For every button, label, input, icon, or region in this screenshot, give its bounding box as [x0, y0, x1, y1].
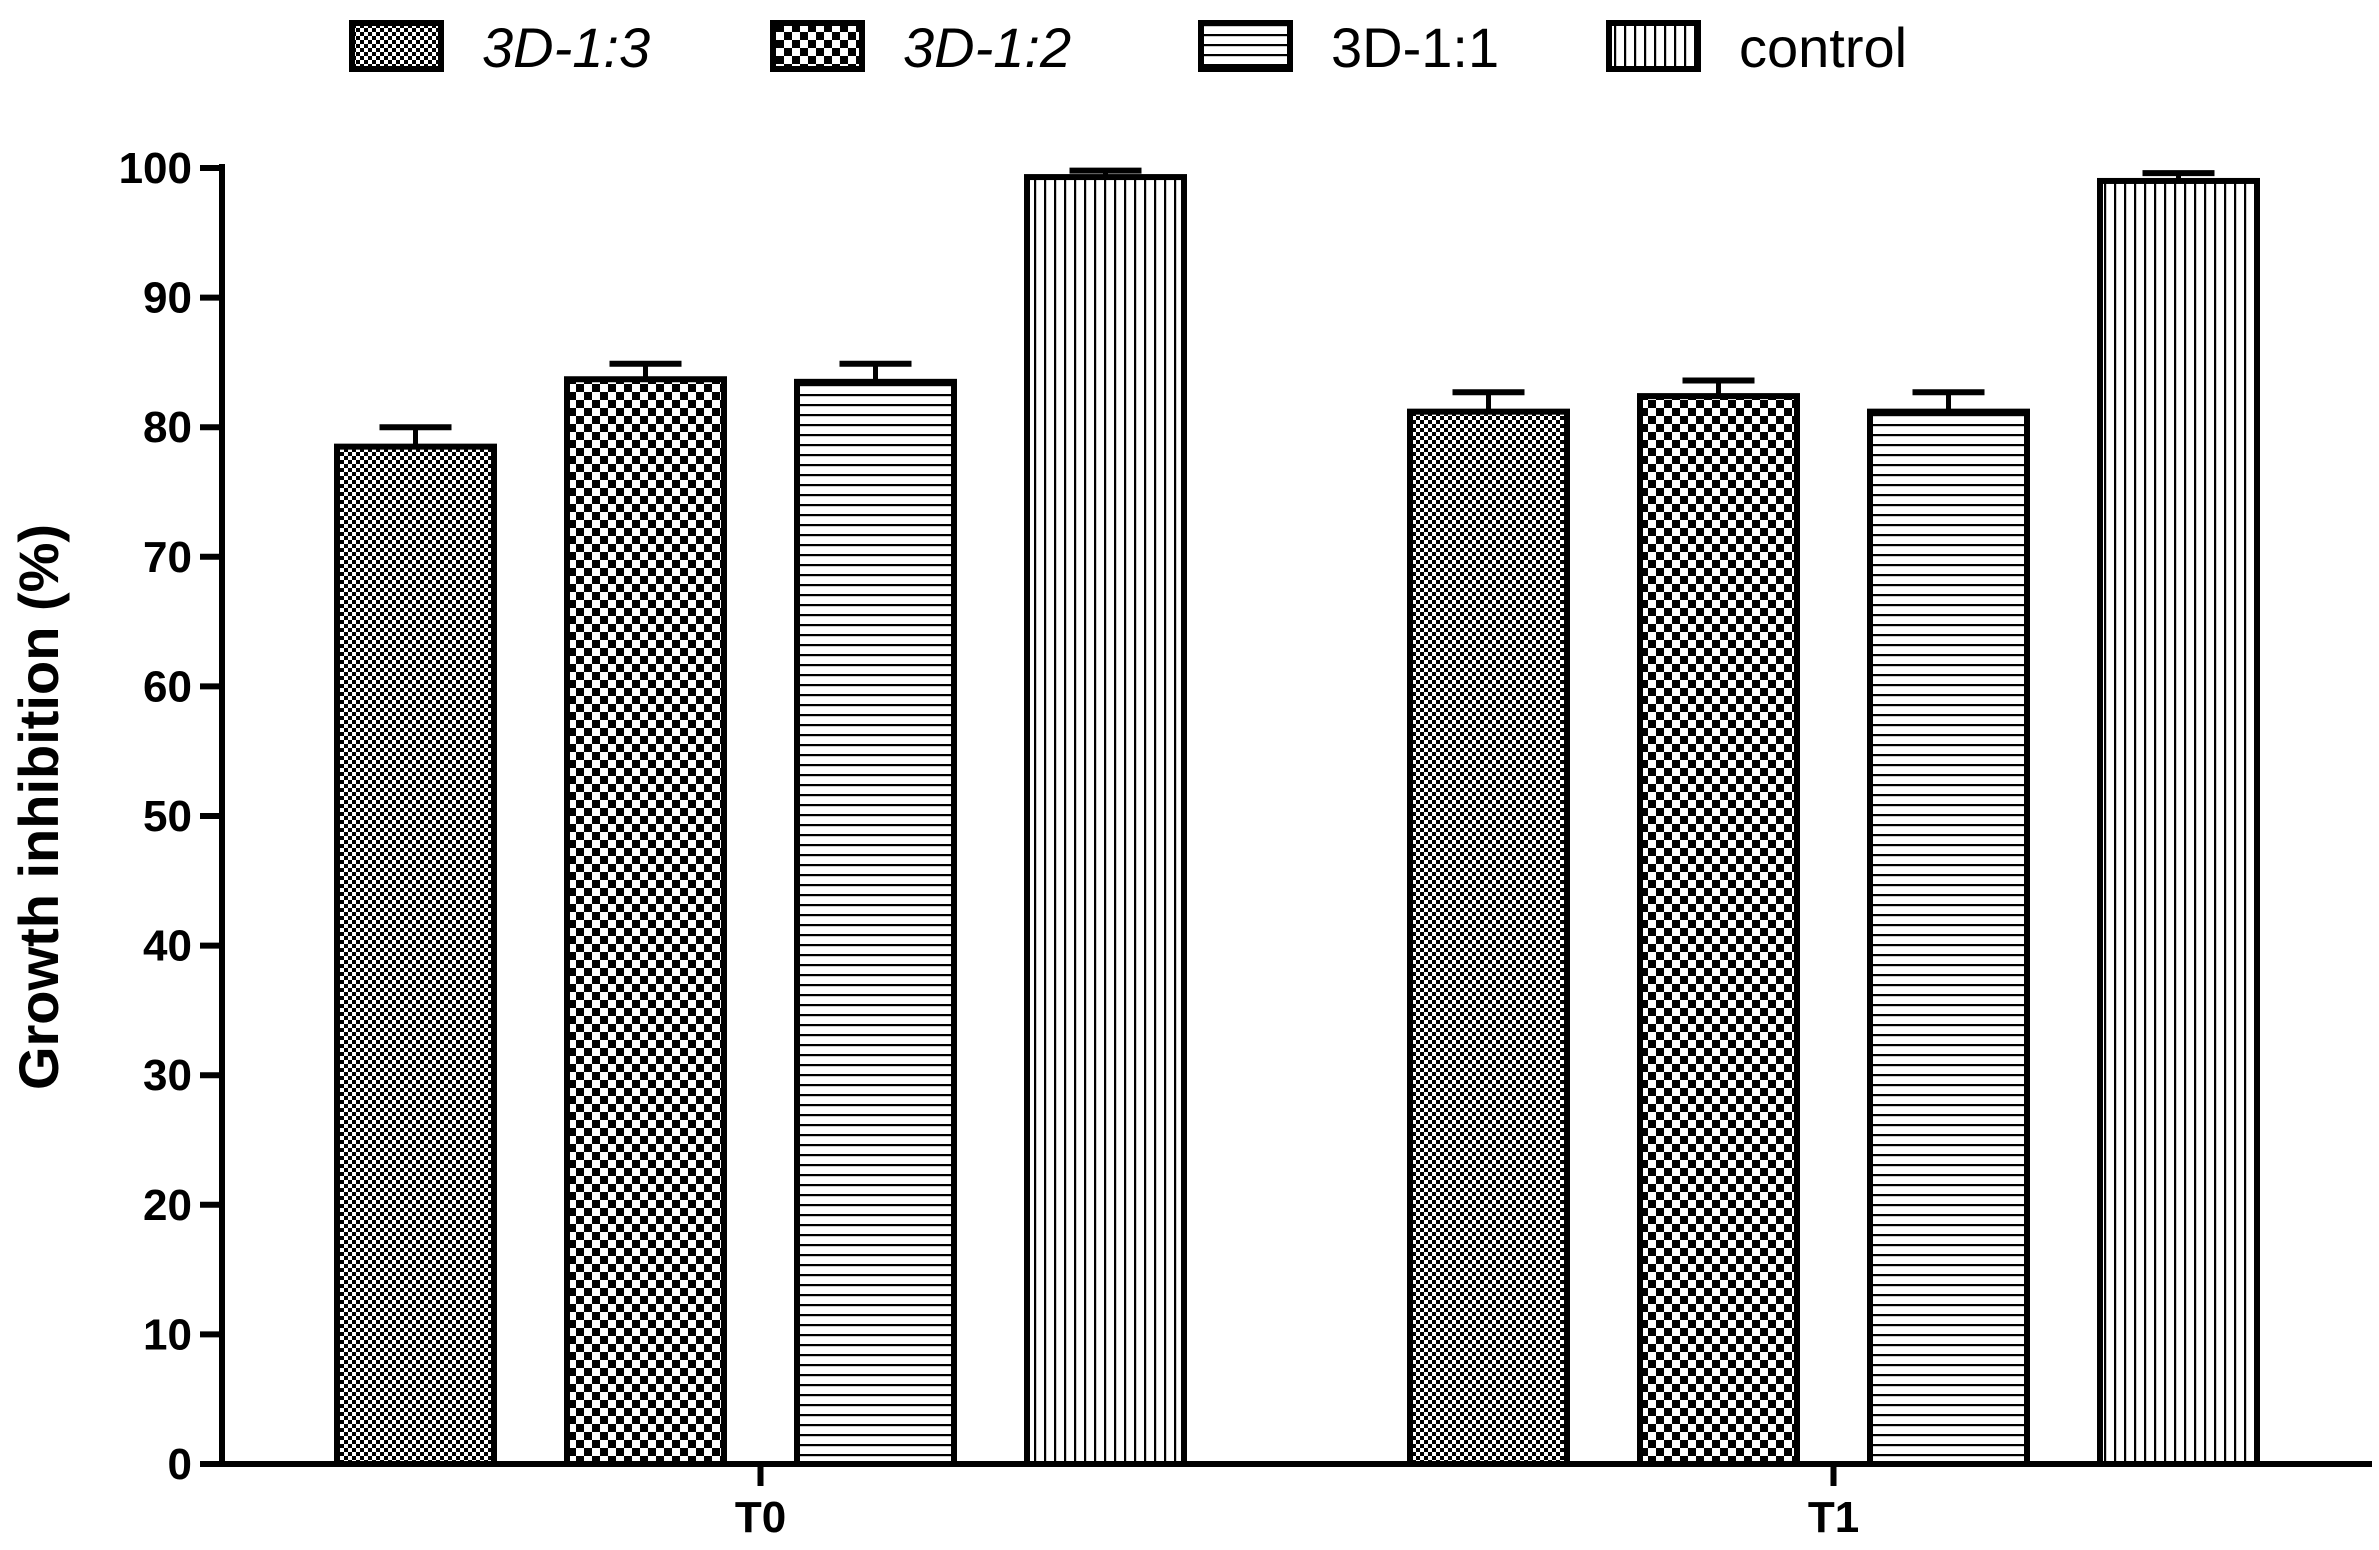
bar-control-t0 — [1024, 174, 1187, 1467]
legend-label: 3D-1:3 — [482, 16, 650, 79]
bar-3d-1-3-t1 — [1407, 408, 1570, 1468]
y-tick-label: 100 — [119, 144, 192, 193]
y-tick-label: 20 — [143, 1181, 192, 1230]
y-tick-label: 60 — [143, 662, 192, 711]
bar-3d-1-1-t1 — [1867, 408, 2030, 1468]
y-tick-label: 50 — [143, 792, 192, 841]
legend-label: control — [1739, 16, 1907, 79]
bar-3d-1-2-t1 — [1637, 393, 1800, 1468]
legend-swatch — [1198, 20, 1293, 72]
y-tick-label: 40 — [143, 922, 192, 971]
legend-swatch — [349, 20, 444, 72]
y-tick-label: 70 — [143, 533, 192, 582]
x-axis: T0 T1 — [219, 1461, 2372, 1542]
legend-swatch — [1606, 20, 1701, 72]
y-axis-title: Growth inhibition (%) — [7, 524, 70, 1090]
legend-swatch — [770, 20, 865, 72]
y-tick-label: 80 — [143, 403, 192, 452]
y-tick-label: 30 — [143, 1051, 192, 1100]
x-tick-label: T1 — [1808, 1493, 1859, 1542]
y-tick-label: 0 — [168, 1440, 192, 1489]
bars — [334, 167, 2260, 1468]
y-tick-label: 90 — [143, 274, 192, 323]
y-tick-label: 10 — [143, 1310, 192, 1359]
x-tick-label: T0 — [735, 1493, 786, 1542]
bar-3d-1-3-t0 — [334, 443, 497, 1467]
legend: 3D-1:3 3D-1:2 3D-1:1 control — [349, 16, 1907, 79]
bar-control-t1 — [2097, 177, 2260, 1468]
bar-3d-1-1-t0 — [794, 378, 957, 1468]
bar-3d-1-2-t0 — [564, 376, 727, 1467]
legend-label: 3D-1:1 — [1331, 16, 1499, 79]
legend-label: 3D-1:2 — [903, 16, 1071, 79]
y-axis: 0 10 20 30 40 50 60 70 80 90 100 — [119, 144, 225, 1489]
